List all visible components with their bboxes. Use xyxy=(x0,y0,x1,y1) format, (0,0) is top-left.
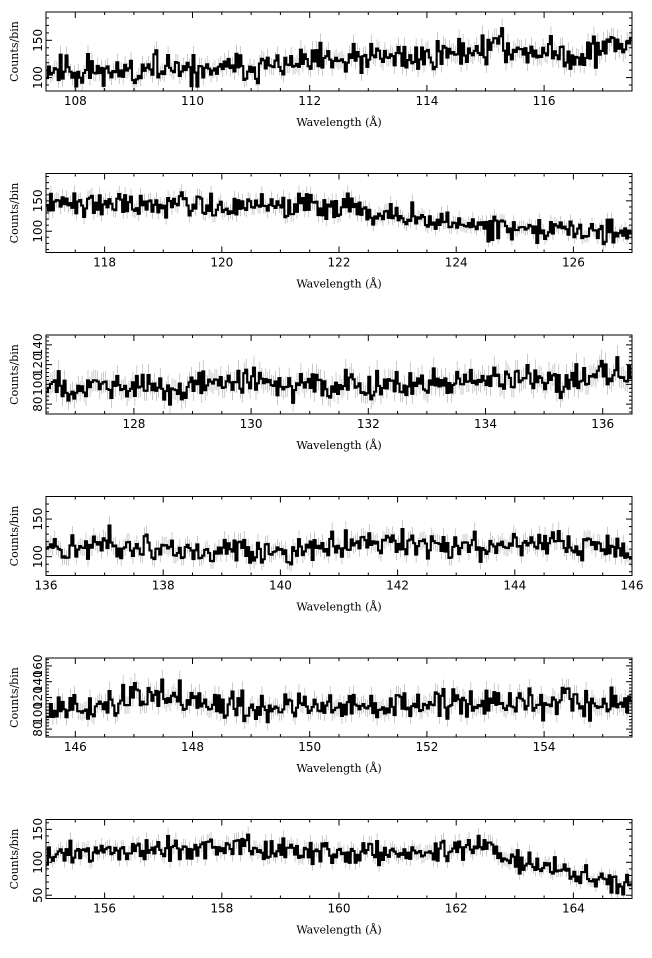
panel-2-spectrum-line xyxy=(46,191,632,246)
y-tick-label: 150 xyxy=(31,189,45,212)
y-tick-label: 100 xyxy=(31,702,45,725)
y-tick-label: 50 xyxy=(31,888,45,903)
y-tick-label: 100 xyxy=(31,373,45,396)
panel-4: 136 138 140 142 144 146 100 150 Wavelength (Å) Co… xyxy=(8,496,644,614)
y-tick-label: 80 xyxy=(31,396,45,411)
x-tick-label: 148 xyxy=(181,740,204,754)
x-axis-label: Wavelength (Å) xyxy=(296,438,381,452)
y-axis-label: Counts/bin xyxy=(8,21,21,82)
y-tick-label: 100 xyxy=(31,66,45,89)
panel-4-spectrum-line xyxy=(46,524,632,566)
x-tick-label: 146 xyxy=(621,579,644,593)
panel-3-error-bars xyxy=(46,345,632,414)
panel-4-data xyxy=(46,516,632,572)
x-tick-label: 126 xyxy=(562,256,585,270)
y-tick-label: 150 xyxy=(31,29,45,52)
x-tick-label: 136 xyxy=(591,417,614,431)
y-tick-label: 80 xyxy=(31,721,45,736)
y-tick-label: 140 xyxy=(31,333,45,356)
x-tick-label: 130 xyxy=(240,417,263,431)
panel-1-data xyxy=(46,18,632,91)
x-tick-label: 134 xyxy=(474,417,497,431)
x-tick-label: 146 xyxy=(64,740,87,754)
x-axis-label: Wavelength (Å) xyxy=(296,277,381,291)
panel-2-frame xyxy=(45,173,633,253)
x-tick-label: 114 xyxy=(415,94,438,108)
x-tick-label: 154 xyxy=(533,740,556,754)
x-tick-label: 138 xyxy=(152,579,175,593)
x-tick-label: 124 xyxy=(445,256,468,270)
x-tick-label: 110 xyxy=(181,94,204,108)
x-tick-label: 152 xyxy=(415,740,438,754)
x-axis-label: Wavelength (Å) xyxy=(296,923,381,937)
x-tick-label: 116 xyxy=(533,94,556,108)
panel-6-spectrum-line xyxy=(46,833,632,896)
panel-2: 118 120 122 124 126 100 150 Wavelength (Å) Count… xyxy=(8,173,633,291)
x-tick-label: 128 xyxy=(122,417,145,431)
x-tick-label: 120 xyxy=(210,256,233,270)
x-tick-label: 164 xyxy=(562,902,585,916)
panel-5-spectrum-line xyxy=(46,678,632,724)
x-tick-label: 160 xyxy=(328,902,351,916)
panel-6: 156 158 160 162 164 50 100 150 Wavelength (Å) Cou… xyxy=(8,818,633,937)
y-tick-label: 100 xyxy=(31,851,45,874)
x-tick-label: 122 xyxy=(328,256,351,270)
x-tick-label: 140 xyxy=(269,579,292,593)
panel-6-frame xyxy=(45,819,633,899)
x-tick-label: 108 xyxy=(64,94,87,108)
x-tick-label: 156 xyxy=(93,902,116,916)
y-tick-label: 150 xyxy=(31,818,45,841)
y-tick-label: 150 xyxy=(31,508,45,531)
y-axis-label: Counts/bin xyxy=(8,506,21,567)
y-tick-label: 160 xyxy=(31,654,45,677)
panel-1: 108 110 112 114 116 100 150 Wavelength (Å) Count… xyxy=(8,11,633,129)
panel-3-spectrum-line xyxy=(46,356,632,406)
panel-3-frame xyxy=(45,334,633,415)
y-axis-label: Counts/bin xyxy=(8,344,21,405)
x-axis-label: Wavelength (Å) xyxy=(296,761,381,775)
x-tick-label: 158 xyxy=(210,902,233,916)
x-tick-label: 136 xyxy=(35,579,58,593)
panel-3-data xyxy=(46,345,632,414)
y-tick-label: 120 xyxy=(31,353,45,376)
panel-6-data xyxy=(46,826,632,899)
y-tick-label: 100 xyxy=(31,220,45,243)
panel-1-spectrum-line xyxy=(46,27,632,88)
x-tick-label: 162 xyxy=(445,902,468,916)
x-tick-label: 144 xyxy=(503,579,526,593)
y-tick-label: 120 xyxy=(31,686,45,709)
y-axis-label: Counts/bin xyxy=(8,829,21,890)
panel-2-data xyxy=(46,184,632,250)
x-tick-label: 150 xyxy=(298,740,321,754)
panel-5-data xyxy=(46,669,632,731)
x-axis-label: Wavelength (Å) xyxy=(296,115,381,129)
y-axis-label: Counts/bin xyxy=(8,667,21,728)
y-tick-label: 100 xyxy=(31,545,45,568)
x-axis-label: Wavelength (Å) xyxy=(296,600,381,614)
x-tick-label: 112 xyxy=(298,94,321,108)
x-tick-label: 132 xyxy=(357,417,380,431)
x-tick-label: 118 xyxy=(93,256,116,270)
x-tick-label: 142 xyxy=(386,579,409,593)
y-tick-label: 140 xyxy=(31,670,45,693)
y-axis-label: Counts/bin xyxy=(8,183,21,244)
